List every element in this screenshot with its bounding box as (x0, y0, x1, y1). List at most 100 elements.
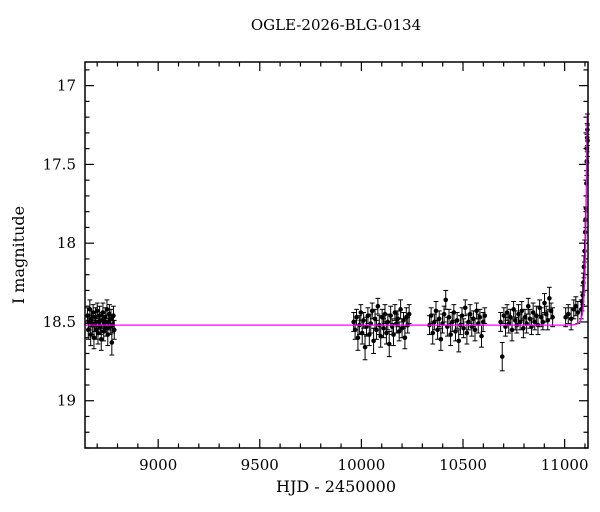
data-point (530, 310, 536, 315)
y-tick-label: 18.5 (43, 313, 76, 331)
data-point (545, 318, 551, 323)
data-point (354, 314, 359, 320)
data-point (402, 335, 408, 341)
data-point (467, 311, 473, 317)
data-point (573, 303, 579, 309)
data-point (375, 303, 381, 309)
data-point (100, 310, 106, 315)
data-point (382, 311, 388, 317)
data-point (432, 319, 437, 325)
data-point (108, 316, 114, 322)
data-point (104, 307, 110, 312)
y-tick-label: 19 (57, 392, 76, 410)
data-point (103, 314, 108, 320)
data-point (565, 311, 571, 317)
chart-title: OGLE-2026-BLG-0134 (251, 16, 421, 34)
data-point (446, 314, 452, 320)
data-point (97, 313, 102, 318)
data-point (362, 344, 368, 350)
data-point (111, 327, 117, 333)
data-point (386, 341, 392, 347)
data-point (449, 319, 455, 325)
data-point (479, 333, 484, 339)
data-point (94, 308, 100, 314)
data-point (88, 332, 93, 337)
axis-ticks (85, 62, 588, 449)
data-point (91, 335, 97, 341)
data-point (351, 319, 356, 325)
data-point (525, 303, 531, 309)
data-point (547, 296, 552, 301)
data-point (103, 325, 109, 331)
data-point (388, 313, 393, 318)
data-point (385, 319, 391, 325)
data-point (359, 330, 365, 336)
x-tick-label: 10500 (439, 456, 487, 474)
data-point (85, 313, 90, 318)
data-point (99, 318, 105, 323)
data-point (367, 332, 372, 337)
data-point (399, 325, 405, 331)
data-point (395, 316, 401, 322)
data-point (461, 325, 466, 331)
data-point (453, 329, 458, 334)
data-point (550, 314, 555, 320)
data-point (95, 330, 101, 336)
data-point (436, 316, 442, 322)
data-point (466, 319, 471, 325)
x-tick-label: 9000 (139, 456, 177, 474)
y-tick-label: 18 (57, 234, 76, 252)
data-point (441, 311, 447, 317)
data-point (355, 335, 361, 341)
data-point (537, 305, 542, 311)
x-axis-label: HJD - 2450000 (276, 477, 396, 496)
data-point (352, 327, 358, 333)
data-point (534, 313, 539, 318)
data-point (396, 329, 402, 334)
y-axis-label: I magnitude (9, 206, 28, 304)
data-point (527, 316, 533, 322)
plot-frame (84, 61, 589, 449)
data-point (464, 330, 470, 336)
data-point (107, 311, 112, 317)
data-point (86, 319, 92, 325)
data-point (482, 313, 488, 318)
data-point (87, 307, 93, 312)
data-point (438, 336, 444, 342)
data-point (401, 318, 406, 323)
data-point (543, 311, 549, 317)
data-point (85, 327, 91, 333)
data-point (454, 318, 460, 323)
model-light-curve (85, 113, 589, 326)
data-point (532, 319, 538, 325)
data-point (111, 313, 116, 318)
data-point (451, 310, 457, 315)
data-point (504, 310, 510, 315)
y-tick-label: 17.5 (43, 155, 76, 173)
data-point (542, 300, 547, 306)
x-tick-label: 9500 (241, 456, 279, 474)
data-point (456, 338, 462, 344)
x-tick-label: 10000 (338, 456, 386, 474)
data-point (519, 308, 525, 314)
data-point (378, 333, 384, 339)
data-point (472, 327, 478, 333)
data-point (109, 340, 115, 345)
data-point (361, 318, 366, 323)
data-point (521, 325, 526, 331)
data-point (462, 305, 468, 311)
data-point (471, 316, 476, 322)
data-point (93, 314, 98, 320)
data-point (443, 297, 449, 303)
data-point (499, 354, 505, 359)
tick-labels: 9000 9500 10000 10500 11000 17 17.5 18 18.5 19 (43, 77, 589, 474)
data-point (433, 308, 439, 314)
data-point (430, 330, 436, 336)
data-point (101, 329, 106, 334)
data-point (379, 314, 385, 320)
data-point (105, 332, 111, 337)
data-point (106, 319, 111, 325)
data-point (384, 330, 389, 336)
data-point (568, 316, 574, 322)
